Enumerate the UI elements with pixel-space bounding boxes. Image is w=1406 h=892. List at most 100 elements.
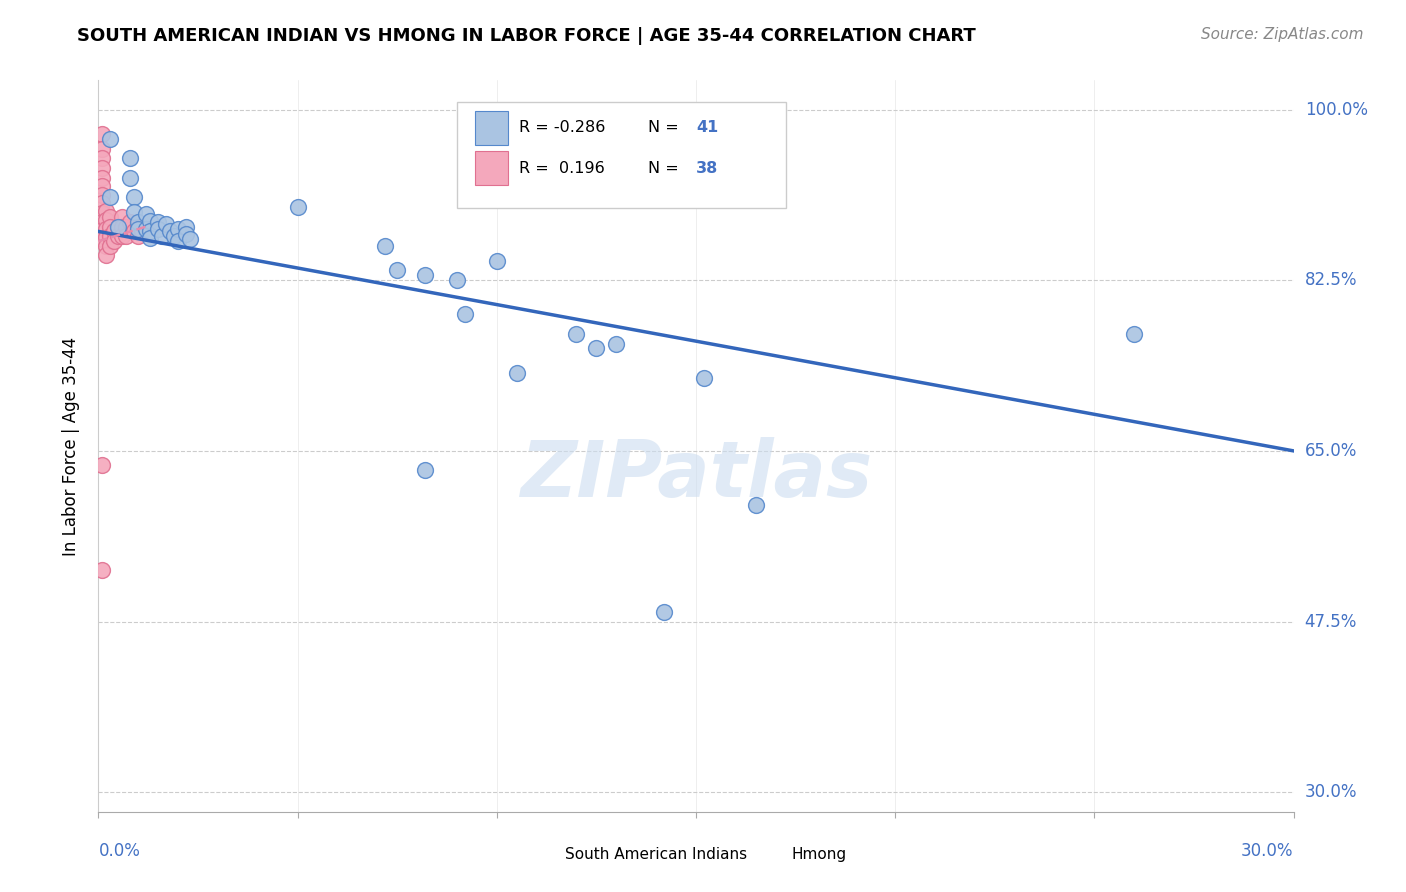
- Text: Source: ZipAtlas.com: Source: ZipAtlas.com: [1201, 27, 1364, 42]
- Point: [91, 206, 114, 220]
- Point: [96, 212, 118, 227]
- Point: [107, 219, 129, 234]
- Point: [585, 342, 607, 356]
- Point: [98, 229, 122, 244]
- Point: [745, 498, 768, 512]
- Point: [91, 196, 114, 211]
- Point: [91, 188, 114, 202]
- Point: [98, 132, 122, 146]
- Point: [107, 229, 129, 244]
- Text: N =: N =: [648, 120, 685, 136]
- Point: [111, 210, 134, 224]
- FancyBboxPatch shape: [523, 840, 555, 868]
- Point: [139, 231, 162, 245]
- Point: [127, 215, 149, 229]
- Point: [107, 219, 129, 234]
- Text: SOUTH AMERICAN INDIAN VS HMONG IN LABOR FORCE | AGE 35-44 CORRELATION CHART: SOUTH AMERICAN INDIAN VS HMONG IN LABOR …: [77, 27, 976, 45]
- Text: 30.0%: 30.0%: [1241, 842, 1294, 860]
- FancyBboxPatch shape: [749, 840, 782, 868]
- Point: [135, 207, 157, 221]
- Point: [124, 224, 146, 238]
- Point: [103, 234, 125, 248]
- Point: [1123, 326, 1146, 341]
- Text: R = -0.286: R = -0.286: [519, 120, 606, 136]
- Point: [693, 370, 716, 384]
- Text: N =: N =: [648, 161, 685, 176]
- Point: [91, 161, 114, 175]
- Text: 38: 38: [696, 161, 718, 176]
- Text: 82.5%: 82.5%: [1305, 271, 1357, 289]
- Point: [148, 215, 170, 229]
- Point: [127, 229, 149, 244]
- Y-axis label: In Labor Force | Age 35-44: In Labor Force | Age 35-44: [62, 336, 80, 556]
- Point: [98, 239, 122, 253]
- Point: [131, 224, 153, 238]
- Point: [374, 239, 396, 253]
- Text: 100.0%: 100.0%: [1305, 101, 1368, 119]
- Text: 0.0%: 0.0%: [98, 842, 141, 860]
- Point: [91, 142, 114, 156]
- Point: [115, 229, 138, 244]
- Text: 65.0%: 65.0%: [1305, 442, 1357, 460]
- FancyBboxPatch shape: [475, 152, 509, 185]
- Point: [96, 248, 118, 262]
- Point: [135, 221, 157, 235]
- Text: 47.5%: 47.5%: [1305, 613, 1357, 631]
- Point: [124, 190, 146, 204]
- Point: [174, 227, 197, 242]
- Point: [91, 178, 114, 193]
- Point: [96, 239, 118, 253]
- Point: [96, 204, 118, 219]
- Point: [98, 190, 122, 204]
- Text: 30.0%: 30.0%: [1305, 783, 1357, 801]
- Point: [91, 215, 114, 229]
- Point: [652, 605, 675, 619]
- Point: [159, 224, 181, 238]
- Point: [155, 217, 177, 231]
- Text: R =  0.196: R = 0.196: [519, 161, 605, 176]
- Point: [413, 268, 436, 283]
- Point: [120, 151, 142, 165]
- Point: [91, 563, 114, 577]
- Point: [148, 222, 170, 236]
- Point: [96, 221, 118, 235]
- Point: [485, 253, 508, 268]
- Point: [454, 307, 477, 321]
- Point: [91, 223, 114, 237]
- Point: [91, 151, 114, 165]
- Point: [120, 215, 142, 229]
- Text: 41: 41: [696, 120, 718, 136]
- Point: [167, 221, 190, 235]
- Point: [103, 224, 125, 238]
- Point: [565, 326, 588, 341]
- Point: [98, 210, 122, 224]
- Point: [413, 463, 436, 477]
- Text: Hmong: Hmong: [792, 847, 846, 862]
- Point: [167, 234, 190, 248]
- Point: [139, 224, 162, 238]
- Point: [91, 458, 114, 472]
- Point: [111, 229, 134, 244]
- Point: [163, 229, 186, 244]
- Point: [127, 221, 149, 235]
- Point: [446, 273, 468, 287]
- FancyBboxPatch shape: [457, 103, 786, 209]
- Point: [91, 127, 114, 141]
- Text: South American Indians: South American Indians: [565, 847, 747, 862]
- Point: [124, 205, 146, 219]
- Point: [111, 219, 134, 234]
- Point: [174, 219, 197, 234]
- Point: [96, 230, 118, 244]
- Point: [179, 232, 201, 246]
- Point: [127, 219, 149, 234]
- Point: [139, 213, 162, 227]
- Text: ZIPatlas: ZIPatlas: [520, 437, 872, 513]
- Point: [120, 170, 142, 185]
- Point: [385, 263, 409, 277]
- Point: [506, 366, 529, 380]
- Point: [287, 200, 309, 214]
- Point: [91, 232, 114, 246]
- Point: [98, 219, 122, 234]
- FancyBboxPatch shape: [475, 111, 509, 145]
- Point: [91, 170, 114, 185]
